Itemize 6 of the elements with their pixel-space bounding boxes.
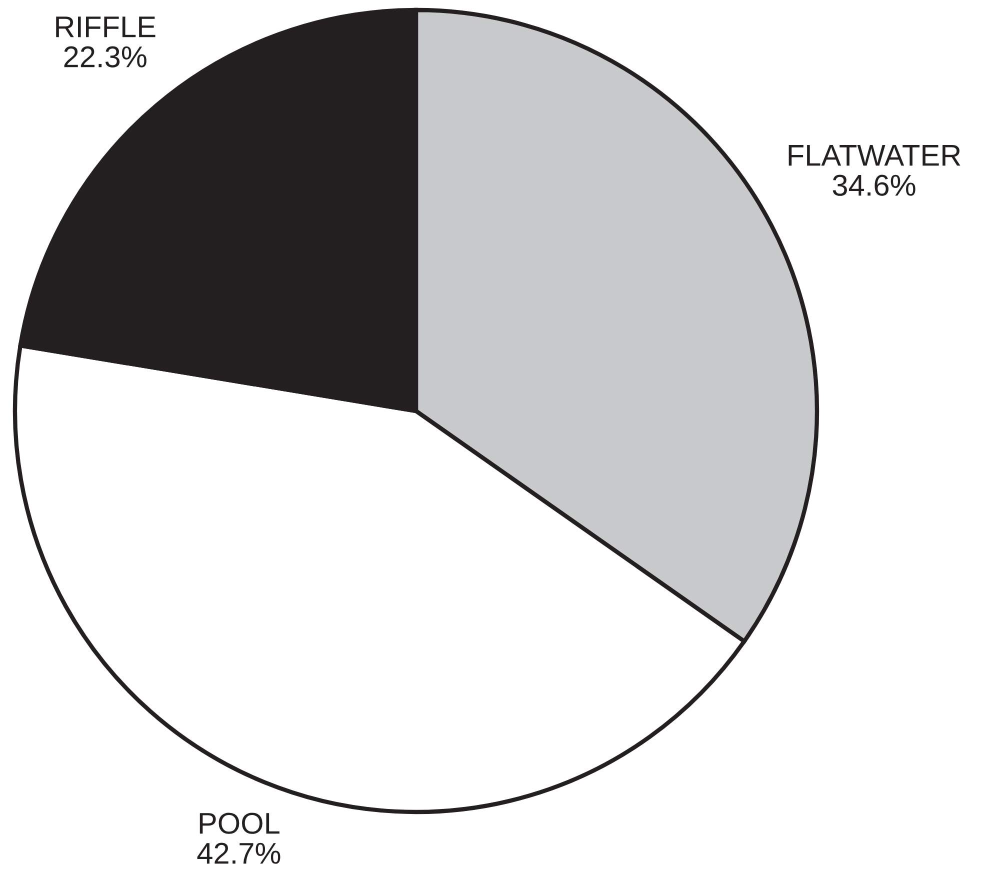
data-label: 22.3% (64, 46, 146, 68)
slice-label: POOL (200, 812, 280, 834)
data-label: 34.6% (832, 174, 916, 196)
slice-label: RIFFLE (56, 16, 156, 38)
slice-label: FLATWATER (788, 145, 960, 166)
data-label: 42.7% (197, 842, 280, 864)
